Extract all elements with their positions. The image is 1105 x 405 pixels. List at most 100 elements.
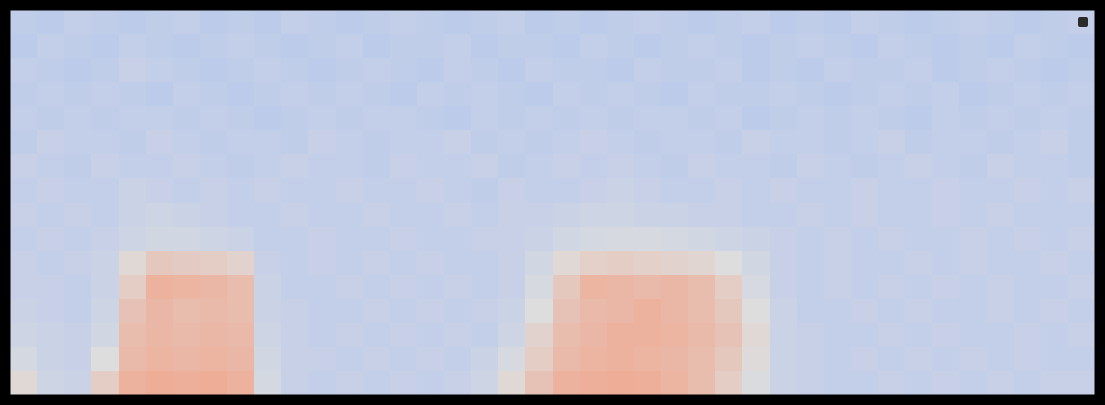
cell: [851, 299, 879, 324]
cell: [308, 130, 336, 155]
cell: [91, 371, 119, 395]
cell: [987, 275, 1015, 300]
cell: [634, 323, 662, 348]
cells: [10, 10, 1095, 395]
cell: [661, 58, 689, 83]
cell: [688, 299, 716, 324]
cell: [254, 82, 282, 107]
cell: [91, 58, 119, 83]
cell: [10, 130, 38, 155]
cell: [498, 347, 526, 372]
cell: [932, 10, 960, 35]
cell: [173, 178, 201, 203]
cell: [715, 178, 743, 203]
cell: [417, 299, 445, 324]
cell: [119, 82, 147, 107]
cell: [200, 203, 228, 228]
cell: [390, 251, 418, 276]
cell: [932, 227, 960, 252]
cell: [471, 227, 499, 252]
cell: [932, 347, 960, 372]
cell: [444, 347, 472, 372]
cell: [444, 178, 472, 203]
cell: [444, 227, 472, 252]
cell: [797, 130, 825, 155]
cell: [797, 178, 825, 203]
cell: [959, 275, 987, 300]
cell: [417, 227, 445, 252]
cell: [308, 82, 336, 107]
cell: [471, 34, 499, 59]
cell: [851, 323, 879, 348]
cell: [336, 299, 364, 324]
cell: [281, 82, 309, 107]
cell: [661, 371, 689, 395]
cell: [580, 299, 608, 324]
cell: [553, 203, 581, 228]
cell: [336, 347, 364, 372]
cell: [824, 154, 852, 179]
cell: [905, 275, 933, 300]
cell: [10, 323, 38, 348]
cell: [91, 323, 119, 348]
cell: [254, 106, 282, 131]
cell: [824, 275, 852, 300]
cell: [498, 299, 526, 324]
cell: [336, 371, 364, 395]
cell: [146, 227, 174, 252]
cell: [498, 323, 526, 348]
cell: [173, 299, 201, 324]
cell: [37, 227, 65, 252]
cell: [851, 10, 879, 35]
cell: [1014, 275, 1042, 300]
cell: [987, 130, 1015, 155]
cell: [634, 371, 662, 395]
cell: [227, 347, 255, 372]
cell: [37, 299, 65, 324]
cell: [471, 347, 499, 372]
cell: [525, 10, 553, 35]
cell: [878, 299, 906, 324]
cell: [878, 347, 906, 372]
cell: [1041, 178, 1069, 203]
cell: [851, 203, 879, 228]
cell: [471, 106, 499, 131]
cell: [308, 371, 336, 395]
cell: [715, 34, 743, 59]
cell: [363, 299, 391, 324]
cell: [444, 299, 472, 324]
cell: [200, 82, 228, 107]
cell: [553, 323, 581, 348]
cell: [661, 203, 689, 228]
cell: [607, 154, 635, 179]
cell: [797, 58, 825, 83]
cell: [932, 203, 960, 228]
cell: [471, 178, 499, 203]
cell: [444, 130, 472, 155]
cell: [10, 347, 38, 372]
cell: [634, 106, 662, 131]
cell: [37, 82, 65, 107]
cell: [661, 106, 689, 131]
cell: [308, 10, 336, 35]
cell: [742, 178, 770, 203]
cell: [580, 251, 608, 276]
cell: [390, 323, 418, 348]
cell: [308, 203, 336, 228]
cell: [173, 10, 201, 35]
cell: [688, 178, 716, 203]
cell: [471, 58, 499, 83]
cell: [851, 106, 879, 131]
cell: [688, 82, 716, 107]
cell: [824, 323, 852, 348]
cell: [498, 58, 526, 83]
cell: [1068, 82, 1095, 107]
cell: [742, 371, 770, 395]
cell: [417, 347, 445, 372]
cell: [987, 203, 1015, 228]
cell: [824, 10, 852, 35]
cell: [200, 154, 228, 179]
cell: [1014, 58, 1042, 83]
cell: [37, 130, 65, 155]
cell: [173, 251, 201, 276]
